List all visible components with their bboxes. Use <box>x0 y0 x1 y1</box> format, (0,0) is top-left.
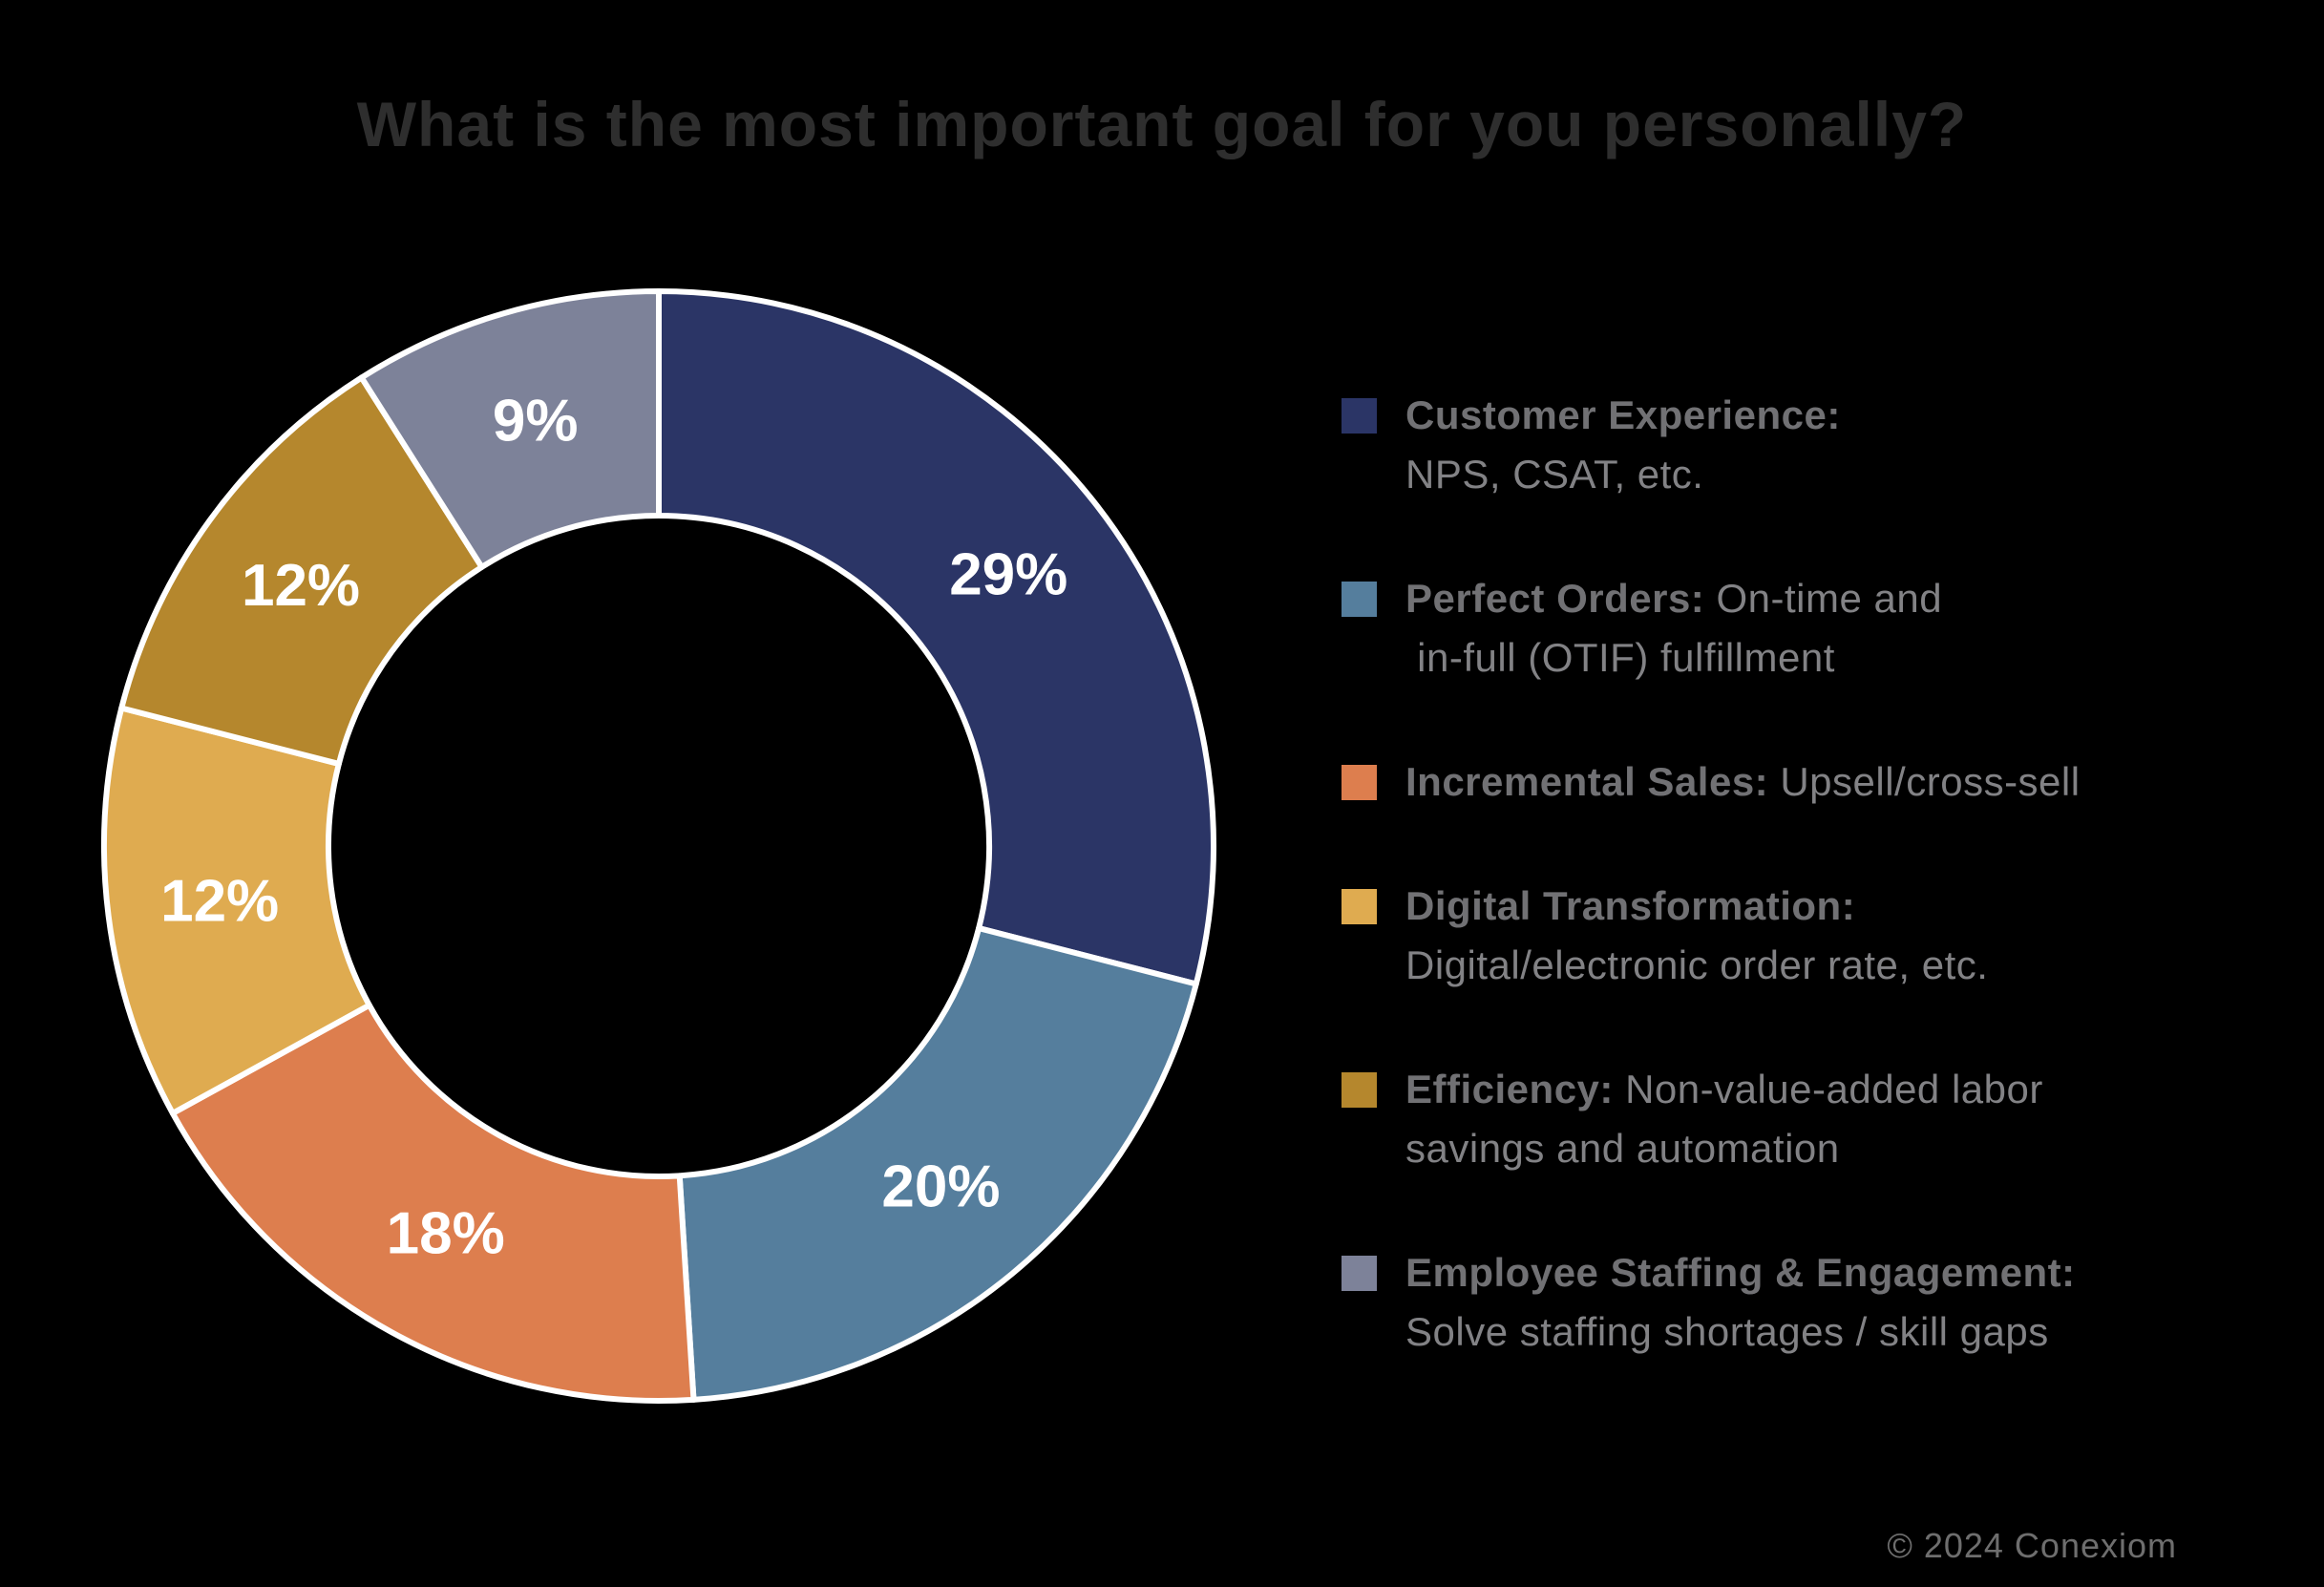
donut-slice-incremental-sales <box>169 1002 697 1404</box>
legend-item-incremental-sales: Incremental Sales: Upsell/cross-sell <box>1342 752 2277 812</box>
legend-swatch-perfect-orders <box>1342 582 1377 617</box>
legend-item-desc: Upsell/cross-sell <box>1768 759 2081 804</box>
slice-percent-label: 29% <box>949 541 1067 607</box>
donut-slice-perfect-orders <box>676 925 1199 1403</box>
donut-slice-digital-transformation <box>101 705 372 1116</box>
legend-item-perfect-orders: Perfect Orders: On-time and in-full (OTI… <box>1342 569 2277 688</box>
legend-item-label: Efficiency: <box>1405 1067 1614 1111</box>
legend-swatch-incremental-sales <box>1342 765 1377 800</box>
legend-item-desc: NPS, CSAT, etc. <box>1405 452 1704 497</box>
legend-item-desc: Non-value-added labor savings and automa… <box>1405 1067 2043 1171</box>
slice-percent-label: 18% <box>387 1201 505 1267</box>
slice-percent-label: 9% <box>493 388 579 454</box>
legend-item-label: Incremental Sales: <box>1405 759 1769 804</box>
legend-item-label: Digital Transformation: <box>1405 883 1856 928</box>
slice-percent-label: 12% <box>160 869 279 935</box>
legend-item-desc: On-time and in-full (OTIF) fulfillment <box>1417 576 1943 680</box>
legend-item-desc: Solve staffing shortages / skill gaps <box>1405 1309 2049 1354</box>
legend-item-label: Customer Experience: <box>1405 392 1841 437</box>
donut-chart: 29% 20% 18% 12% 12% 9% <box>101 288 1216 1404</box>
copyright-notice: © 2024 Conexiom <box>1887 1526 2177 1565</box>
legend-item-digital-transformation: Digital Transformation: Digital/electron… <box>1342 877 2277 995</box>
legend-swatch-employee-staffing <box>1342 1256 1377 1291</box>
legend-swatch-efficiency <box>1342 1072 1377 1108</box>
donut-slice-employee-staffing-engagement <box>358 288 662 570</box>
chart-title: What is the most important goal for you … <box>356 89 1968 159</box>
legend-item-efficiency: Efficiency: Non-value-added labor saving… <box>1342 1060 2277 1178</box>
slice-percent-label: 12% <box>242 553 360 619</box>
donut-slice-customer-experience <box>656 288 1216 987</box>
legend-swatch-digital-transformation <box>1342 889 1377 924</box>
legend-item-employee-staffing: Employee Staffing & Engagement: Solve st… <box>1342 1243 2277 1362</box>
legend-item-label: Employee Staffing & Engagement: <box>1405 1250 2076 1295</box>
legend-item-customer-experience: Customer Experience: NPS, CSAT, etc. <box>1342 386 2277 504</box>
legend-item-desc: Digital/electronic order rate, etc. <box>1405 942 1989 987</box>
legend-item-label: Perfect Orders: <box>1405 576 1705 621</box>
slice-percent-label: 20% <box>881 1154 1000 1220</box>
legend: Customer Experience: NPS, CSAT, etc. Per… <box>1342 386 2277 1362</box>
donut-slice-efficiency <box>118 374 485 767</box>
legend-swatch-customer-experience <box>1342 398 1377 434</box>
